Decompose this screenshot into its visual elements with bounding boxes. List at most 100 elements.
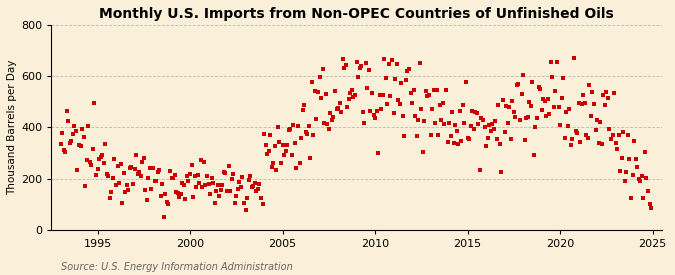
Point xyxy=(354,66,365,70)
Point xyxy=(428,88,439,92)
Point xyxy=(246,185,257,189)
Point xyxy=(443,121,454,126)
Point xyxy=(368,113,379,117)
Point xyxy=(439,122,450,126)
Point xyxy=(260,143,271,147)
Point xyxy=(297,108,308,112)
Point xyxy=(456,139,467,143)
Point xyxy=(70,129,81,133)
Point xyxy=(290,141,300,145)
Point xyxy=(269,144,280,148)
Point xyxy=(124,166,135,170)
Point xyxy=(385,94,396,98)
Point xyxy=(576,102,587,106)
Point xyxy=(525,103,536,108)
Point xyxy=(459,121,470,126)
Point xyxy=(541,113,551,118)
Point xyxy=(221,189,232,194)
Point xyxy=(641,175,652,180)
Point xyxy=(308,133,319,137)
Point xyxy=(360,60,371,65)
Point xyxy=(236,184,246,189)
Point xyxy=(285,127,296,131)
Point xyxy=(232,187,243,191)
Point xyxy=(484,123,495,127)
Point xyxy=(357,110,368,114)
Point xyxy=(198,160,209,164)
Point xyxy=(365,109,376,113)
Point xyxy=(120,190,131,194)
Point xyxy=(344,97,354,101)
Point xyxy=(182,174,192,178)
Point xyxy=(538,97,549,101)
Point xyxy=(500,130,510,134)
Point xyxy=(316,96,327,101)
Point xyxy=(131,153,142,158)
Point xyxy=(238,201,249,205)
Point xyxy=(413,118,424,122)
Point xyxy=(612,147,622,151)
Point xyxy=(489,126,500,131)
Point xyxy=(637,174,647,178)
Point xyxy=(159,214,169,219)
Point xyxy=(615,169,626,174)
Point xyxy=(422,94,433,99)
Point xyxy=(327,118,338,123)
Point xyxy=(166,176,177,180)
Point xyxy=(479,125,490,129)
Point xyxy=(345,91,356,95)
Point xyxy=(105,196,115,200)
Point xyxy=(433,133,443,137)
Point xyxy=(462,135,473,140)
Point xyxy=(314,75,325,79)
Point xyxy=(132,172,143,176)
Point xyxy=(567,137,578,141)
Point xyxy=(161,200,172,205)
Point xyxy=(254,182,265,186)
Point xyxy=(475,168,485,172)
Point xyxy=(219,170,230,174)
Point xyxy=(306,79,317,84)
Point xyxy=(646,205,657,210)
Point xyxy=(226,177,237,182)
Point xyxy=(333,106,344,110)
Point xyxy=(331,107,342,111)
Point xyxy=(396,81,406,85)
Point xyxy=(248,183,259,188)
Point xyxy=(583,135,593,140)
Point xyxy=(367,90,377,95)
Point xyxy=(388,111,399,115)
Point xyxy=(167,176,178,180)
Point xyxy=(620,179,630,184)
Point xyxy=(514,117,525,122)
Point xyxy=(242,195,252,200)
Point xyxy=(601,89,612,94)
Point xyxy=(564,107,574,111)
Point xyxy=(348,95,359,99)
Point xyxy=(375,93,385,98)
Point xyxy=(599,103,610,107)
Point xyxy=(299,103,310,107)
Point xyxy=(209,201,220,205)
Point xyxy=(389,77,400,82)
Point xyxy=(414,60,425,65)
Point xyxy=(359,121,370,125)
Point xyxy=(57,131,68,135)
Point xyxy=(555,122,566,127)
Point xyxy=(249,180,260,185)
Point xyxy=(329,89,340,94)
Point xyxy=(143,176,154,180)
Point xyxy=(371,108,382,113)
Point xyxy=(364,68,375,72)
Point xyxy=(618,130,628,134)
Point xyxy=(532,116,543,120)
Point xyxy=(262,152,273,156)
Point xyxy=(237,174,248,179)
Point xyxy=(616,155,627,160)
Point xyxy=(185,172,196,176)
Point xyxy=(408,88,419,92)
Point xyxy=(551,59,562,64)
Point xyxy=(441,88,452,92)
Point xyxy=(203,182,214,186)
Point xyxy=(128,182,138,186)
